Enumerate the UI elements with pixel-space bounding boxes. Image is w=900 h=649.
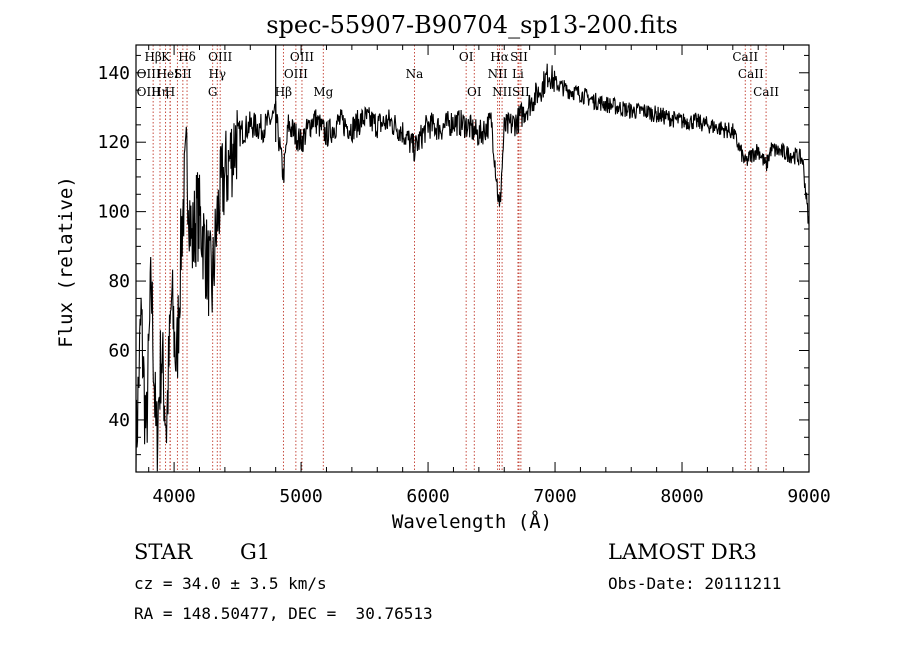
line-label: Li xyxy=(512,67,524,81)
line-label: SII xyxy=(512,85,530,99)
line-label: OIII xyxy=(137,85,161,99)
line-label: H xyxy=(165,85,175,99)
x-axis-ticks: 4000 5000 6000 7000 8000 9000 xyxy=(148,45,831,507)
line-label: Hδ xyxy=(178,50,196,64)
line-label: CaII xyxy=(738,67,764,81)
spectrum-chart: spec-55907-B90704_sp13-200.fits Hβ K Hδ OII… xyxy=(55,11,831,533)
line-label: Mg xyxy=(313,85,333,99)
spectral-line-markers xyxy=(152,45,767,472)
x-tick-label: 9000 xyxy=(787,486,830,507)
y-tick-label: 100 xyxy=(97,202,130,223)
line-label: Hγ xyxy=(208,67,226,81)
line-label: OIII xyxy=(208,50,232,64)
chart-title: spec-55907-B90704_sp13-200.fits xyxy=(266,11,678,39)
line-label: G xyxy=(208,85,218,99)
plot-frame xyxy=(135,44,810,473)
observation-date: Obs-Date: 20111211 xyxy=(608,574,782,593)
survey-name: LAMOST DR3 xyxy=(608,540,757,564)
line-label: OIII xyxy=(284,67,308,81)
y-axis-label: Flux (relative) xyxy=(55,176,77,348)
x-tick-label: 8000 xyxy=(660,486,703,507)
y-tick-label: 40 xyxy=(108,410,130,431)
line-label: K xyxy=(161,50,171,64)
x-tick-label: 6000 xyxy=(406,486,449,507)
line-label: Hα xyxy=(490,50,509,64)
y-axis-ticks: 40 60 80 100 120 140 xyxy=(97,54,809,456)
line-label: OIII xyxy=(290,50,314,64)
line-label: CaII xyxy=(753,85,779,99)
line-label: SII xyxy=(174,67,192,81)
line-label: NII xyxy=(488,67,508,81)
line-label: OIII xyxy=(137,67,161,81)
y-tick-label: 140 xyxy=(97,63,130,84)
x-axis-label: Wavelength (Å) xyxy=(392,510,552,533)
line-label: Na xyxy=(406,67,424,81)
redshift-cz: cz = 34.0 ± 3.5 km/s xyxy=(134,574,327,593)
line-label: Hβ xyxy=(144,50,161,64)
x-tick-label: 7000 xyxy=(533,486,576,507)
coordinates: RA = 148.50477, DEC = 30.76513 xyxy=(134,604,433,623)
object-class: STAR xyxy=(134,540,193,564)
x-tick-label: 4000 xyxy=(152,486,195,507)
line-label: Hη xyxy=(151,85,169,99)
line-label: OI xyxy=(459,50,474,64)
line-label: OI xyxy=(467,85,482,99)
line-label: CaII xyxy=(732,50,758,64)
line-label: HeI xyxy=(157,67,180,81)
line-label: NII xyxy=(492,85,512,99)
x-tick-label: 5000 xyxy=(279,486,322,507)
y-tick-label: 60 xyxy=(108,340,130,361)
line-label: Hβ xyxy=(275,85,292,99)
y-tick-label: 80 xyxy=(108,271,130,292)
line-label: SII xyxy=(510,50,528,64)
object-subclass: G1 xyxy=(240,540,271,564)
spectrum-line xyxy=(135,63,810,473)
y-tick-label: 120 xyxy=(97,132,130,153)
